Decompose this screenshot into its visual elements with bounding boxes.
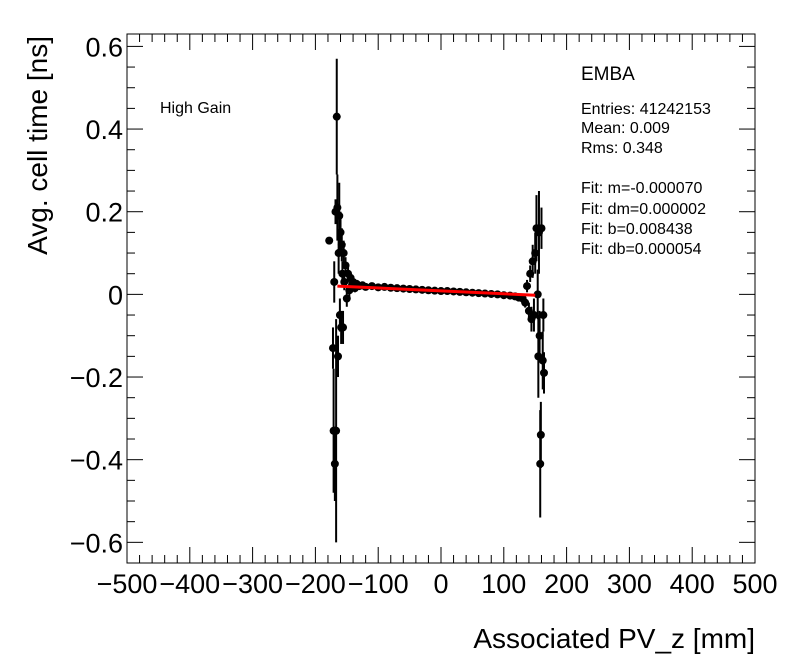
y-tick-label: −0.2 bbox=[70, 363, 123, 393]
x-axis-title: Associated PV_z [mm] bbox=[473, 623, 755, 654]
stat-mean: Mean: 0.009 bbox=[581, 120, 670, 137]
data-point bbox=[536, 459, 545, 468]
stat-fit-b: Fit: b=0.008438 bbox=[581, 221, 693, 238]
data-point bbox=[339, 323, 348, 332]
stat-fit-m: Fit: m=-0.000070 bbox=[581, 180, 703, 197]
data-point bbox=[342, 294, 351, 303]
data-point bbox=[538, 356, 547, 365]
x-axis-tick-labels: −500 −400 −300 −200 −100 0 100 200 300 400 500 bbox=[97, 569, 778, 599]
data-point bbox=[337, 240, 346, 249]
x-tick-label: 100 bbox=[481, 569, 526, 599]
chart-title: EMBA bbox=[581, 64, 635, 85]
y-tick-label: −0.6 bbox=[70, 528, 123, 558]
data-point bbox=[533, 290, 542, 299]
y-axis-title: Avg. cell time [ns] bbox=[22, 36, 53, 255]
data-point bbox=[328, 344, 337, 353]
data-point bbox=[325, 236, 334, 245]
data-point bbox=[531, 249, 540, 258]
x-tick-label: −500 bbox=[97, 569, 158, 599]
x-tick-label: 400 bbox=[670, 569, 715, 599]
x-tick-label: 500 bbox=[732, 569, 777, 599]
data-point bbox=[332, 112, 341, 121]
axis-ticks bbox=[126, 34, 756, 564]
data-point bbox=[335, 211, 344, 220]
data-point bbox=[528, 257, 537, 266]
gain-annotation: High Gain bbox=[160, 100, 231, 117]
y-tick-label: 0 bbox=[108, 280, 123, 310]
x-tick-label: 0 bbox=[433, 569, 448, 599]
data-point bbox=[523, 282, 532, 291]
data-point bbox=[537, 224, 546, 233]
data-point bbox=[338, 269, 347, 278]
fit-line bbox=[337, 284, 536, 297]
data-point bbox=[521, 298, 530, 307]
data-point bbox=[332, 426, 341, 435]
x-tick-label: 300 bbox=[607, 569, 652, 599]
stat-rms: Rms: 0.348 bbox=[581, 140, 663, 157]
y-axis-tick-labels: −0.6 −0.4 −0.2 0 0.2 0.4 0.6 bbox=[70, 32, 123, 558]
x-tick-label: −300 bbox=[222, 569, 283, 599]
y-tick-label: −0.4 bbox=[70, 446, 123, 476]
data-point bbox=[536, 430, 545, 439]
stat-entries: Entries: 41242153 bbox=[581, 101, 711, 118]
data-point bbox=[539, 311, 548, 320]
y-tick-label: 0.6 bbox=[85, 32, 123, 62]
data-point bbox=[333, 203, 342, 212]
data-point bbox=[535, 331, 544, 340]
data-point bbox=[335, 311, 344, 320]
data-point bbox=[330, 459, 339, 468]
data-point bbox=[339, 249, 348, 258]
x-tick-label: 200 bbox=[544, 569, 589, 599]
data-point bbox=[341, 261, 350, 270]
data-point bbox=[334, 352, 343, 361]
x-tick-label: −400 bbox=[159, 569, 220, 599]
data-point bbox=[526, 269, 535, 278]
data-point bbox=[330, 277, 339, 286]
x-tick-label: −200 bbox=[285, 569, 346, 599]
y-tick-label: 0.4 bbox=[85, 115, 123, 145]
data-point bbox=[529, 311, 538, 320]
y-tick-label: 0.2 bbox=[85, 198, 123, 228]
stat-fit-db: Fit: db=0.000054 bbox=[581, 241, 702, 258]
x-tick-label: −100 bbox=[348, 569, 409, 599]
stats-box: Entries: 41242153 Mean: 0.009 Rms: 0.348… bbox=[581, 101, 711, 258]
data-point bbox=[336, 228, 345, 237]
data-point bbox=[340, 277, 349, 286]
stat-fit-dm: Fit: dm=0.000002 bbox=[581, 201, 706, 218]
data-point bbox=[539, 368, 548, 377]
